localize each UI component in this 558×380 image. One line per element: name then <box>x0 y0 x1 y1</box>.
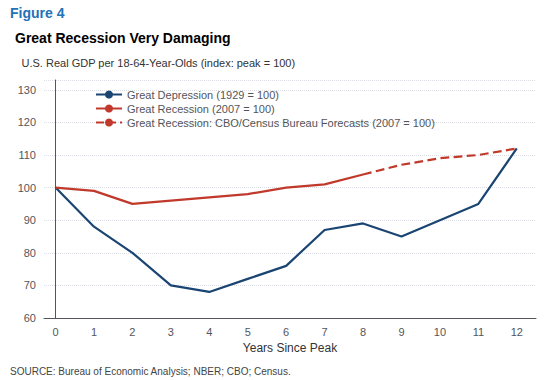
svg-text:10: 10 <box>434 326 446 338</box>
svg-text:8: 8 <box>360 326 366 338</box>
svg-text:9: 9 <box>398 326 404 338</box>
svg-text:SOURCE: Bureau of Economic Ana: SOURCE: Bureau of Economic Analysis; NBE… <box>10 366 291 377</box>
svg-text:Great Recession Very Damaging: Great Recession Very Damaging <box>15 30 231 46</box>
svg-text:Years Since Peak: Years Since Peak <box>243 341 338 355</box>
svg-text:U.S. Real GDP per 18-64-Year-O: U.S. Real GDP per 18-64-Year-Olds (index… <box>22 57 296 69</box>
svg-text:80: 80 <box>24 247 36 259</box>
svg-text:11: 11 <box>473 326 484 338</box>
svg-text:110: 110 <box>18 149 36 161</box>
svg-text:2: 2 <box>129 326 135 338</box>
svg-text:100: 100 <box>18 182 36 194</box>
svg-text:Great Depression (1929 = 100): Great Depression (1929 = 100) <box>127 89 279 101</box>
svg-text:0: 0 <box>52 326 58 338</box>
svg-text:Great Recession: CBO/Census Bu: Great Recession: CBO/Census Bureau Forec… <box>127 117 435 129</box>
svg-text:6: 6 <box>283 326 289 338</box>
svg-text:60: 60 <box>24 312 36 324</box>
svg-text:Figure 4: Figure 4 <box>10 5 65 21</box>
svg-text:1: 1 <box>91 326 97 338</box>
svg-text:5: 5 <box>245 326 251 338</box>
svg-text:12: 12 <box>511 326 523 338</box>
svg-text:120: 120 <box>18 116 36 128</box>
svg-text:4: 4 <box>206 326 212 338</box>
svg-text:90: 90 <box>24 214 36 226</box>
svg-text:70: 70 <box>24 279 36 291</box>
svg-text:3: 3 <box>168 326 174 338</box>
svg-text:7: 7 <box>322 326 328 338</box>
svg-text:130: 130 <box>18 84 36 96</box>
svg-text:Great Recession (2007 = 100): Great Recession (2007 = 100) <box>127 103 275 115</box>
